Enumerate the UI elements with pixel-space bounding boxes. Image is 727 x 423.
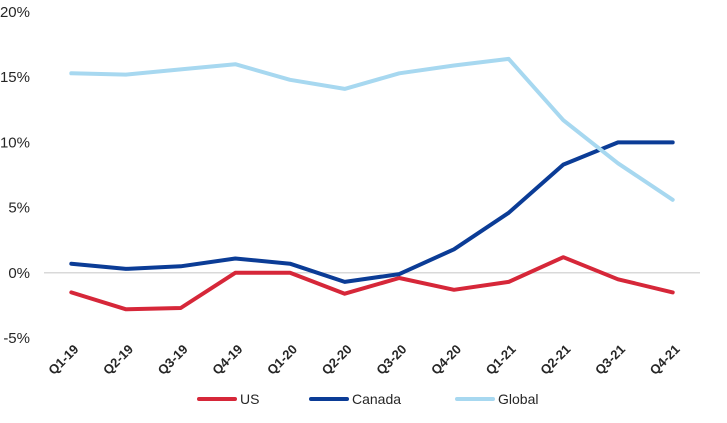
- x-tick-label: Q2-20: [319, 342, 355, 378]
- y-tick-label: 15%: [0, 69, 30, 86]
- legend-label: Canada: [352, 391, 401, 407]
- legend: US Canada Global: [197, 391, 538, 407]
- x-tick-label: Q4-21: [647, 342, 683, 378]
- x-tick-label: Q3-21: [592, 342, 628, 378]
- x-axis-labels: Q1-19 Q2-19 Q3-19 Q4-19 Q1-20 Q2-20 Q3-20 Q4-20…: [45, 342, 682, 378]
- legend-item-us: US: [197, 391, 259, 407]
- y-tick-label: -5%: [3, 330, 30, 347]
- series-line-canada: [69, 140, 675, 284]
- x-tick-label: Q1-21: [483, 342, 519, 378]
- y-tick-label: 20%: [0, 4, 30, 21]
- series-line-global: [69, 56, 675, 202]
- x-tick-label: Q4-19: [209, 342, 245, 378]
- x-tick-label: Q4-20: [428, 342, 464, 378]
- x-tick-label: Q1-20: [264, 342, 300, 378]
- y-tick-label: 0%: [8, 265, 30, 282]
- y-tick-label: 5%: [8, 200, 30, 217]
- x-tick-label: Q2-21: [537, 342, 573, 378]
- x-tick-label: Q1-19: [45, 342, 81, 378]
- legend-item-canada: Canada: [309, 391, 401, 407]
- series-line-us: [69, 255, 675, 312]
- x-tick-label: Q3-20: [373, 342, 409, 378]
- y-axis-labels: 20% 15% 10% 5% 0% -5%: [0, 4, 30, 347]
- legend-label: Global: [498, 391, 538, 407]
- legend-label: US: [240, 391, 259, 407]
- series-lines: [69, 56, 675, 312]
- y-tick-label: 10%: [0, 134, 30, 151]
- x-tick-label: Q2-19: [100, 342, 136, 378]
- legend-item-global: Global: [455, 391, 538, 407]
- x-tick-label: Q3-19: [155, 342, 191, 378]
